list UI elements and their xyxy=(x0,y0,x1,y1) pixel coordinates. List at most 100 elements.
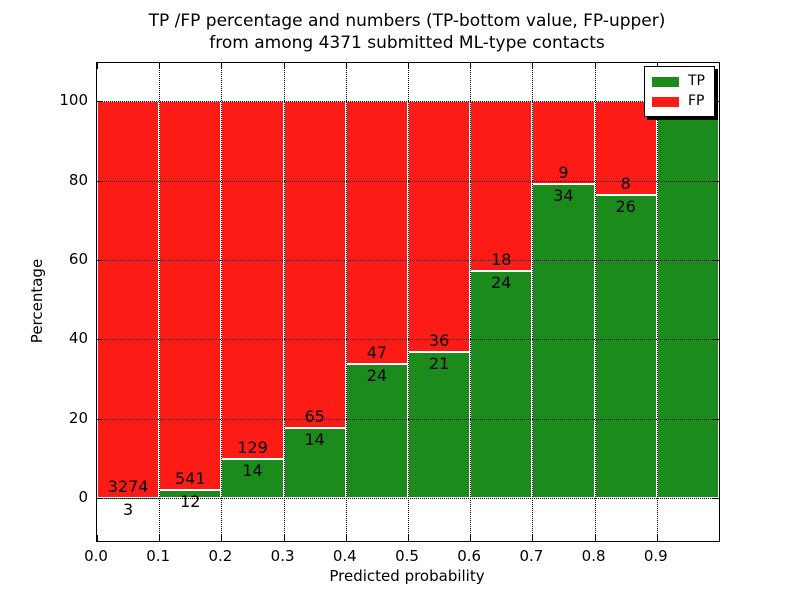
axis-tick xyxy=(656,535,658,541)
y-tick-label: 80 xyxy=(68,170,88,189)
y-tick-label: 0 xyxy=(78,488,88,507)
bar-label-fp: 47 xyxy=(366,342,388,362)
axis-tick xyxy=(97,339,103,341)
bar-label-tp: 24 xyxy=(366,365,388,385)
axis-tick xyxy=(283,63,285,69)
bar-label-fp: 8 xyxy=(620,173,631,193)
bar-label-fp: 9 xyxy=(558,163,569,183)
bar-segment-fp xyxy=(221,101,284,460)
bar-segment-tp xyxy=(656,101,719,499)
axis-tick xyxy=(97,535,98,541)
bar-segment-tp xyxy=(470,271,533,499)
axis-tick xyxy=(283,535,285,541)
x-tick-label: 0.5 xyxy=(395,547,419,565)
x-axis-label: Predicted probability xyxy=(329,567,485,585)
bar-label-tp: 21 xyxy=(428,353,450,373)
legend-swatch-fp-icon xyxy=(652,96,679,107)
vertical-gridline xyxy=(221,63,223,541)
bar-segment-fp xyxy=(408,101,471,352)
bar-label-fp: 18 xyxy=(491,250,512,270)
x-tick-label: 0.1 xyxy=(146,547,171,565)
legend-swatch-tp-icon xyxy=(652,76,679,87)
axis-tick xyxy=(221,63,223,69)
y-tick-label: 60 xyxy=(68,249,88,268)
vertical-gridline xyxy=(159,63,161,541)
axis-tick xyxy=(713,101,719,103)
bar-label-tp: 14 xyxy=(242,461,263,481)
axis-tick xyxy=(97,259,103,261)
vertical-gridline xyxy=(470,63,472,541)
axis-tick xyxy=(713,180,719,182)
bar-label-tp: 34 xyxy=(553,186,574,206)
bar-segment-fp xyxy=(345,101,408,364)
vertical-gridline xyxy=(345,63,347,541)
axis-tick xyxy=(97,418,103,420)
axis-tick xyxy=(345,63,347,69)
axis-tick xyxy=(713,259,719,261)
axis-tick xyxy=(594,535,596,541)
axis-tick xyxy=(159,63,161,69)
bar-segment-fp xyxy=(283,101,346,428)
bar-label-tp: 12 xyxy=(180,491,201,511)
y-tick-label: 40 xyxy=(68,329,88,348)
vertical-gridline xyxy=(594,63,596,541)
bar-label-tp: 24 xyxy=(491,273,512,293)
vertical-gridline xyxy=(532,63,534,541)
legend: TP FP xyxy=(644,66,715,117)
axis-tick xyxy=(97,498,103,500)
bar-label-tp: 26 xyxy=(615,196,636,216)
x-tick-label: 0.4 xyxy=(332,547,357,565)
x-tick-label: 0.2 xyxy=(208,547,233,565)
horizontal-gridline xyxy=(97,259,719,261)
bar-label-tp: 3 xyxy=(123,499,134,519)
axis-tick xyxy=(470,535,472,541)
bar-segment-tp xyxy=(532,184,595,499)
bar-segment-tp xyxy=(408,351,471,499)
x-tick-label: 0.7 xyxy=(519,547,544,565)
chart-title-line1: TP /FP percentage and numbers (TP-bottom… xyxy=(148,11,666,31)
axis-tick xyxy=(97,180,103,182)
x-tick-label: 0.6 xyxy=(457,547,482,565)
bar-segment-tp xyxy=(594,194,657,499)
axis-tick xyxy=(159,535,161,541)
bar-label-fp: 36 xyxy=(428,330,450,350)
axis-tick xyxy=(97,101,103,103)
bar-label-fp: 541 xyxy=(175,468,206,488)
axis-tick xyxy=(532,535,534,541)
bar-label-fp: 129 xyxy=(237,438,268,458)
axis-tick xyxy=(713,418,719,420)
x-tick-label: 0.3 xyxy=(270,547,295,565)
bar-segment-tp xyxy=(283,427,346,499)
axis-tick xyxy=(408,63,409,69)
legend-item-tp: TP xyxy=(652,72,705,91)
legend-item-fp: FP xyxy=(652,92,705,111)
bar-segment-tp xyxy=(345,363,408,499)
chart-title-line2: from among 4371 submitted ML-type contac… xyxy=(209,33,605,53)
horizontal-gridline xyxy=(97,339,719,341)
horizontal-gridline xyxy=(97,418,719,420)
plot-area: TP FP 3274 3 541 12 129 14 65 14 47 24 36 21 18 24 9 34 8… xyxy=(96,62,720,542)
horizontal-gridline xyxy=(97,180,719,182)
axis-tick xyxy=(221,535,223,541)
vertical-gridline xyxy=(656,63,658,541)
y-tick-label: 100 xyxy=(59,91,88,110)
vertical-gridline xyxy=(283,63,285,541)
x-tick-label: 0.8 xyxy=(581,547,606,565)
y-axis-label: Percentage xyxy=(28,258,46,344)
axis-tick xyxy=(713,339,719,341)
bar-segment-fp xyxy=(470,101,533,272)
chart-title: TP /FP percentage and numbers (TP-bottom… xyxy=(96,10,718,54)
axis-tick xyxy=(532,63,534,69)
legend-label-tp: TP xyxy=(688,73,705,89)
y-tick-label: 20 xyxy=(68,408,88,427)
bar-segment-fp xyxy=(159,101,222,490)
horizontal-gridline xyxy=(97,101,719,103)
bar-label-tp: 14 xyxy=(304,429,325,449)
axis-tick xyxy=(97,63,98,69)
horizontal-gridline xyxy=(97,498,719,500)
legend-label-fp: FP xyxy=(688,93,705,109)
x-tick-label: 0.9 xyxy=(643,547,668,565)
axis-tick xyxy=(713,498,719,500)
bar-segment-fp xyxy=(97,101,160,498)
